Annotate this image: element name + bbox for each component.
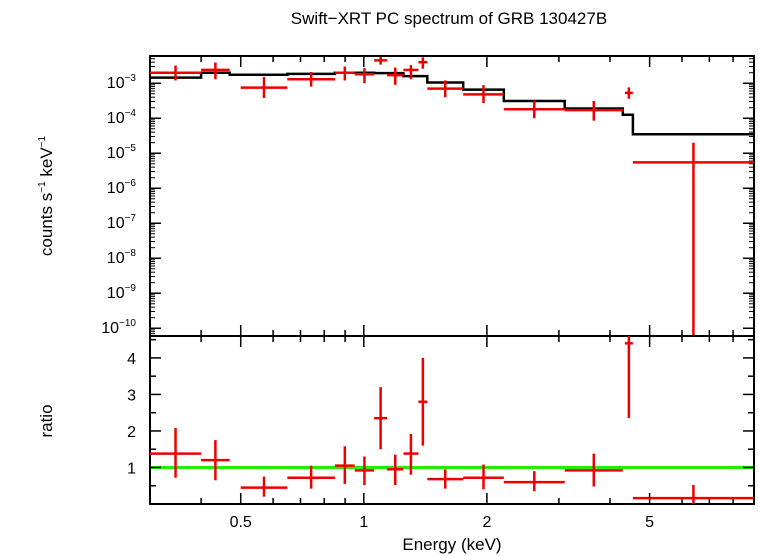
ratio-point (503, 471, 565, 492)
y-tick-label: 10−6 (107, 178, 137, 197)
y-tick-base: 10 (107, 180, 125, 197)
spectrum-point (240, 77, 288, 98)
y-tick-base: 10 (107, 250, 125, 267)
y-tick-base: 10 (107, 75, 125, 92)
ratio-point (150, 428, 202, 478)
spectrum-point (418, 57, 428, 69)
y-tick-label: 10−5 (107, 143, 137, 162)
spectrum-panel: 10−310−410−510−610−710−810−910−10 counts… (37, 55, 755, 337)
spectrum-data (150, 57, 754, 336)
y-tick-label: 4 (127, 351, 136, 368)
x-tick-label: 0.5 (230, 514, 252, 531)
y-tick-exponent: −3 (125, 73, 137, 84)
y-tick-label: 3 (127, 387, 136, 404)
ylabel-kev-exponent: −1 (37, 135, 48, 147)
ratio-point (387, 454, 404, 486)
spectrum-point (463, 85, 504, 104)
spectrum-point (564, 101, 623, 121)
spectrum-point (624, 87, 633, 99)
spectrum-point (632, 142, 754, 336)
ratio-point (632, 485, 754, 504)
spectrum-point (334, 66, 355, 81)
spectrum-point (150, 65, 202, 81)
x-tick-labels: 0.5 1 2 5 (230, 514, 655, 531)
y-tick-exponent: −5 (125, 143, 137, 154)
ratio-point (624, 336, 633, 419)
y-tick-label: 10−4 (107, 108, 137, 127)
spectrum-y-axis-label: counts s−1 keV−1 (37, 135, 56, 256)
y-tick-exponent: −9 (125, 283, 137, 294)
y-tick-label: 10−3 (107, 73, 137, 92)
spectrum-point (287, 71, 335, 87)
ratio-point (240, 476, 288, 497)
y-tick-label: 10−9 (107, 283, 137, 302)
y-tick-exponent: −4 (125, 108, 137, 119)
ratio-point (564, 453, 623, 487)
y-tick-label: 10−10 (101, 318, 136, 337)
ratio-point (201, 440, 230, 481)
x-tick-label: 2 (482, 514, 491, 531)
spectrum-model (150, 71, 754, 136)
ratio-panel: 1 2 3 4 ratio (37, 335, 755, 505)
ratio-point (334, 446, 355, 484)
x-tick-label: 1 (359, 514, 368, 531)
spectrum-point (201, 62, 230, 80)
spectrum-point (374, 57, 388, 65)
ratio-x-ticks (200, 336, 734, 504)
ratio-point (354, 456, 375, 486)
ylabel-kev: keV (37, 147, 56, 182)
y-tick-exponent: −10 (119, 318, 136, 329)
y-tick-label: 1 (127, 460, 136, 477)
y-tick-exponent: −8 (125, 248, 137, 259)
ratio-point (287, 465, 335, 489)
y-tick-base: 10 (101, 320, 119, 337)
ratio-point (427, 469, 464, 489)
y-tick-label: 2 (127, 424, 136, 441)
y-tick-base: 10 (107, 110, 125, 127)
ylabel-counts-exponent: −1 (37, 181, 48, 193)
spectrum-y-ticks: 10−310−410−510−610−710−810−910−10 (101, 58, 754, 337)
x-axis-label: Energy (keV) (402, 535, 501, 554)
y-tick-exponent: −6 (125, 178, 137, 189)
y-tick-base: 10 (107, 285, 125, 302)
ratio-data (150, 336, 754, 504)
x-tick-label: 5 (645, 514, 654, 531)
y-tick-exponent: −7 (125, 213, 137, 224)
ratio-y-axis-label: ratio (37, 404, 56, 437)
spectrum-plot-frame (149, 55, 755, 337)
ratio-y-ticks: 1 2 3 4 (127, 338, 754, 487)
ratio-point (418, 357, 428, 446)
spectrum-point (427, 80, 464, 98)
y-tick-base: 10 (107, 215, 125, 232)
ratio-point (463, 464, 504, 490)
y-tick-base: 10 (107, 145, 125, 162)
model-step-line (150, 71, 754, 136)
y-tick-label: 10−8 (107, 248, 137, 267)
ylabel-counts: counts s (37, 193, 56, 256)
ratio-point (374, 387, 388, 450)
ratio-plot-frame (149, 335, 755, 505)
spectrum-point (387, 67, 404, 85)
ratio-point (403, 433, 419, 475)
spectrum-x-ticks (200, 56, 734, 336)
y-tick-label: 10−7 (107, 213, 137, 232)
spectrum-point (403, 65, 419, 80)
spectrum-point (354, 68, 375, 84)
spectrum-point (503, 100, 565, 119)
chart-title: Swift−XRT PC spectrum of GRB 130427B (291, 9, 607, 28)
